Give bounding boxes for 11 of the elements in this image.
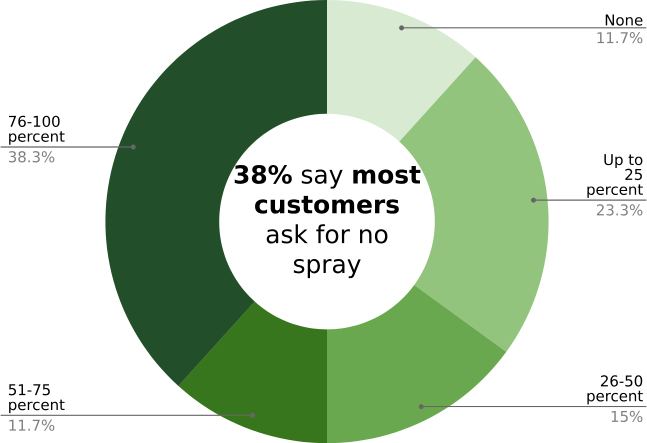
data-label: 11.7% — [9, 419, 54, 431]
slice-label: Up to 25 percent — [587, 154, 643, 198]
slice-label: 26-50 percent — [587, 375, 643, 404]
data-label: 23.3% — [596, 204, 642, 216]
data-label: 15% — [612, 410, 642, 422]
data-label: 11.7% — [597, 32, 642, 44]
slice-label: None — [606, 14, 642, 26]
text: 38% say most customers ask for no spray — [234, 164, 420, 278]
data-label: 38.3% — [8, 151, 54, 162]
slice-label: 76-100 percent — [9, 116, 65, 145]
slice-label: 51-75 percent — [8, 384, 65, 414]
